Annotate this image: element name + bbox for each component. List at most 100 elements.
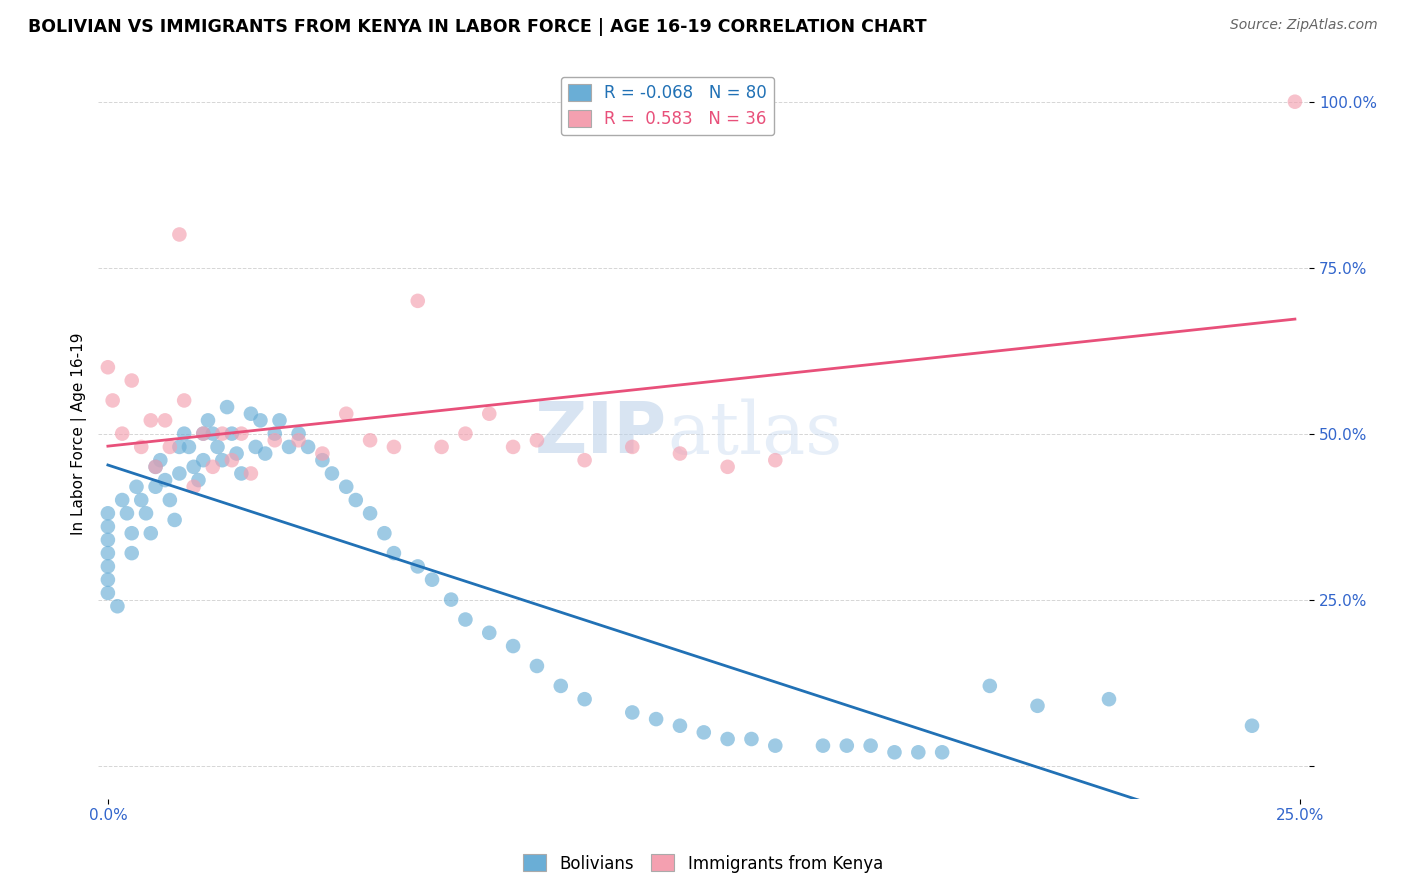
- Point: [239, 407, 262, 421]
- Point: [440, 592, 463, 607]
- Point: [215, 400, 238, 414]
- Point: [129, 440, 152, 454]
- Point: [311, 446, 333, 460]
- Point: [139, 413, 162, 427]
- Point: [373, 526, 395, 541]
- Point: [1026, 698, 1049, 713]
- Point: [406, 293, 429, 308]
- Point: [269, 413, 291, 427]
- Point: [193, 426, 215, 441]
- Point: [115, 506, 138, 520]
- Point: [359, 434, 381, 448]
- Point: [207, 440, 229, 454]
- Point: [382, 546, 405, 560]
- Point: [97, 519, 120, 533]
- Point: [193, 426, 215, 441]
- Point: [231, 426, 253, 441]
- Point: [574, 692, 596, 706]
- Point: [177, 440, 200, 454]
- Point: [311, 453, 333, 467]
- Point: [287, 426, 309, 441]
- Point: [835, 739, 858, 753]
- Point: [454, 613, 477, 627]
- Legend: R = -0.068   N = 80, R =  0.583   N = 36: R = -0.068 N = 80, R = 0.583 N = 36: [561, 77, 773, 135]
- Point: [125, 480, 148, 494]
- Point: [478, 407, 501, 421]
- Point: [907, 745, 929, 759]
- Point: [139, 526, 162, 541]
- Point: [359, 506, 381, 520]
- Point: [245, 440, 267, 454]
- Point: [97, 573, 120, 587]
- Point: [231, 467, 253, 481]
- Point: [406, 559, 429, 574]
- Point: [97, 533, 120, 547]
- Legend: Bolivians, Immigrants from Kenya: Bolivians, Immigrants from Kenya: [516, 847, 890, 880]
- Point: [621, 706, 644, 720]
- Point: [145, 459, 167, 474]
- Point: [169, 227, 191, 242]
- Point: [211, 453, 233, 467]
- Point: [173, 426, 195, 441]
- Point: [97, 559, 120, 574]
- Point: [197, 413, 219, 427]
- Point: [883, 745, 905, 759]
- Point: [382, 440, 405, 454]
- Point: [550, 679, 572, 693]
- Point: [693, 725, 716, 739]
- Point: [979, 679, 1001, 693]
- Text: atlas: atlas: [668, 399, 842, 469]
- Point: [145, 480, 167, 494]
- Point: [107, 599, 129, 614]
- Point: [478, 625, 501, 640]
- Point: [717, 731, 740, 746]
- Point: [278, 440, 301, 454]
- Point: [183, 480, 205, 494]
- Point: [454, 426, 477, 441]
- Point: [97, 360, 120, 375]
- Point: [763, 453, 786, 467]
- Point: [249, 413, 271, 427]
- Text: BOLIVIAN VS IMMIGRANTS FROM KENYA IN LABOR FORCE | AGE 16-19 CORRELATION CHART: BOLIVIAN VS IMMIGRANTS FROM KENYA IN LAB…: [28, 18, 927, 36]
- Point: [321, 467, 343, 481]
- Point: [201, 426, 224, 441]
- Point: [101, 393, 124, 408]
- Text: Source: ZipAtlas.com: Source: ZipAtlas.com: [1230, 18, 1378, 32]
- Point: [931, 745, 953, 759]
- Point: [225, 446, 247, 460]
- Point: [159, 440, 181, 454]
- Point: [287, 434, 309, 448]
- Point: [740, 731, 762, 746]
- Point: [717, 459, 740, 474]
- Point: [526, 434, 548, 448]
- Point: [169, 467, 191, 481]
- Point: [97, 586, 120, 600]
- Point: [239, 467, 262, 481]
- Point: [263, 434, 285, 448]
- Point: [254, 446, 277, 460]
- Point: [159, 493, 181, 508]
- Text: ZIP: ZIP: [536, 399, 668, 468]
- Point: [153, 473, 176, 487]
- Point: [1098, 692, 1121, 706]
- Point: [1284, 95, 1306, 109]
- Point: [201, 459, 224, 474]
- Point: [129, 493, 152, 508]
- Point: [221, 453, 243, 467]
- Point: [121, 526, 143, 541]
- Point: [502, 639, 524, 653]
- Point: [669, 719, 692, 733]
- Point: [859, 739, 882, 753]
- Point: [173, 393, 195, 408]
- Point: [163, 513, 186, 527]
- Point: [645, 712, 668, 726]
- Point: [621, 440, 644, 454]
- Point: [669, 446, 692, 460]
- Point: [263, 426, 285, 441]
- Point: [1240, 719, 1263, 733]
- Point: [420, 573, 443, 587]
- Point: [763, 739, 786, 753]
- Point: [574, 453, 596, 467]
- Point: [145, 459, 167, 474]
- Point: [111, 493, 134, 508]
